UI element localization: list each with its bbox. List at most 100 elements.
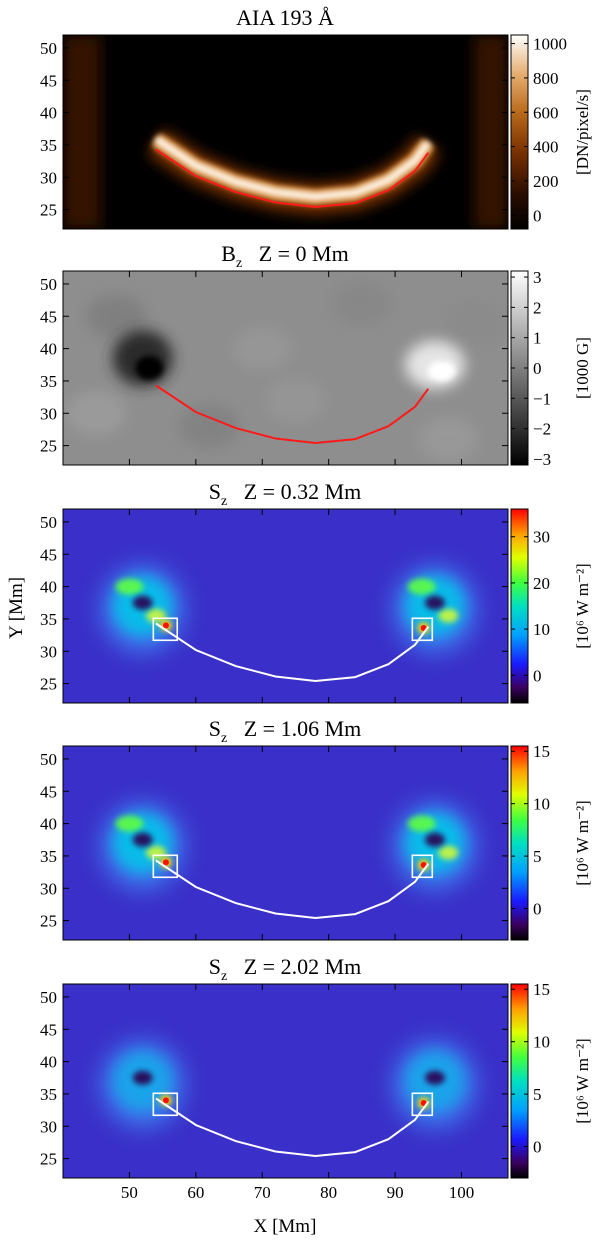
y-tick-label: 50	[40, 988, 57, 1007]
colorbar-label: [1000 G]	[573, 337, 592, 399]
panel-title: Sz Z = 0.32 Mm	[209, 479, 362, 509]
colorbar-tick-label: 3	[533, 268, 542, 287]
y-tick-label: 45	[40, 307, 57, 326]
panels: AIA 193 Å25303540455002004006008001000[D…	[40, 5, 592, 1202]
y-tick-label: 45	[40, 1020, 57, 1039]
panel-title: Sz Z = 2.02 Mm	[209, 954, 362, 984]
loop-trace-line	[155, 384, 430, 445]
colorbar-tick-label: 2	[533, 298, 542, 317]
y-tick-label: 25	[40, 201, 57, 220]
loop-trace-line	[155, 859, 430, 920]
colorbar-tick-label: 15	[533, 980, 550, 999]
y-tick-label: 35	[40, 847, 57, 866]
x-tick-label: 70	[254, 1183, 271, 1202]
colorbar-label: [DN/pixel/s]	[573, 89, 592, 175]
map-image	[63, 984, 508, 1178]
y-tick-label: 35	[40, 1085, 57, 1104]
colorbar-label: [10⁶ W m⁻²]	[573, 800, 592, 885]
colorbar-tick-label: 0	[533, 359, 542, 378]
footpoint-box-1	[152, 1092, 179, 1117]
colorbar-ramp	[510, 508, 529, 704]
x-tick-label: 100	[449, 1183, 475, 1202]
map-image	[63, 271, 508, 465]
panel-title-main: B	[221, 241, 236, 266]
colorbar-tick-label: 600	[533, 103, 559, 122]
panel-title-subscript: z	[221, 969, 227, 984]
colorbar-tick-label: 1000	[533, 35, 567, 54]
panel-title-rest: Z = 0 Mm	[242, 241, 349, 266]
y-tick-label: 25	[40, 1150, 57, 1169]
y-tick-label: 40	[40, 340, 57, 359]
colorbar-tick-label: 20	[533, 574, 550, 593]
panel-title: Bz Z = 0 Mm	[221, 241, 348, 271]
colorbar-tick-label: 1	[533, 329, 542, 348]
x-tick-label: 50	[121, 1183, 138, 1202]
y-tick-label: 50	[40, 750, 57, 769]
panel-title: AIA 193 Å	[236, 5, 334, 30]
colorbar-tick-label: 800	[533, 69, 559, 88]
loop-trace-line	[155, 148, 430, 209]
x-axis-label: X [Mm]	[254, 1216, 317, 1237]
colorbar-tick-label: 10	[533, 620, 550, 639]
x-tick-label: 60	[187, 1183, 204, 1202]
panel-2: Bz Z = 0 Mm 25 30 35 40 45 50 −3 −2 −1 0 1 2 3 [1000 G…	[40, 241, 592, 469]
colorbar-tick-label: 200	[533, 172, 559, 191]
y-tick-label: 25	[40, 912, 57, 931]
colorbar: 0 5 10 15 [10⁶ W m⁻²]	[510, 980, 592, 1179]
colorbar-tick-label: 5	[533, 847, 542, 866]
y-axis-label: Y [Mm]	[6, 577, 27, 639]
colorbar-ramp	[510, 983, 529, 1179]
y-tick-label: 40	[40, 815, 57, 834]
y-tick-label: 30	[40, 404, 57, 423]
loop-trace-line	[155, 622, 430, 683]
loop-trace-line	[155, 1097, 430, 1158]
footpoint-box-2	[411, 854, 434, 879]
footpoint-box-2	[411, 617, 434, 642]
plot-frame	[62, 34, 509, 230]
colorbar-ramp	[510, 34, 529, 230]
panel-title-subscript: z	[236, 256, 242, 271]
colorbar-tick-label: −3	[533, 450, 551, 469]
y-tick-label: 40	[40, 104, 57, 123]
colorbar-tick-label: 0	[533, 666, 542, 685]
y-tick-label: 40	[40, 578, 57, 597]
y-tick-label: 30	[40, 1117, 57, 1136]
colorbar-tick-label: −2	[533, 420, 551, 439]
colorbar-label: [10⁶ W m⁻²]	[573, 1038, 592, 1123]
y-tick-label: 50	[40, 513, 57, 532]
y-tick-label: 35	[40, 610, 57, 629]
panel-title-main: S	[209, 716, 221, 741]
x-tick-label: 80	[320, 1183, 337, 1202]
y-tick-label: 30	[40, 642, 57, 661]
panel-title-rest: Z = 1.06 Mm	[227, 716, 361, 741]
colorbar-label: [10⁶ W m⁻²]	[573, 563, 592, 648]
colorbar: 0 200 400 600 800 1000 [DN/pixel/s]	[510, 34, 592, 230]
y-tick-label: 30	[40, 879, 57, 898]
plot-frame	[62, 508, 509, 704]
colorbar: 0 5 10 15 [10⁶ W m⁻²]	[510, 742, 592, 941]
y-tick-label: 25	[40, 437, 57, 456]
colorbar-ramp	[510, 745, 529, 941]
y-tick-label: 50	[40, 275, 57, 294]
y-tick-label: 35	[40, 136, 57, 155]
panel-title-rest: Z = 2.02 Mm	[227, 954, 361, 979]
colorbar-tick-label: 30	[533, 528, 550, 547]
footpoint-box-1	[152, 854, 179, 879]
colorbar-tick-label: 0	[533, 206, 542, 225]
panel-4: Sz Z = 1.06 Mm 25 30 35 40 45 50 0 5 10 15 [10⁶ W m…	[40, 716, 592, 941]
plot-frame	[62, 270, 509, 466]
colorbar-tick-label: 15	[533, 742, 550, 761]
y-tick-label: 45	[40, 782, 57, 801]
y-tick-label: 45	[40, 71, 57, 90]
panel-title-main: AIA 193 Å	[236, 5, 334, 30]
x-tick-label: 90	[387, 1183, 404, 1202]
colorbar: 0 10 20 30 [10⁶ W m⁻²]	[510, 508, 592, 704]
panel-title-rest: Z = 0.32 Mm	[227, 479, 361, 504]
y-tick-label: 50	[40, 39, 57, 58]
footpoint-box-2	[411, 1092, 434, 1117]
colorbar-tick-label: 400	[533, 138, 559, 157]
colorbar-tick-label: −1	[533, 389, 551, 408]
y-tick-label: 25	[40, 675, 57, 694]
